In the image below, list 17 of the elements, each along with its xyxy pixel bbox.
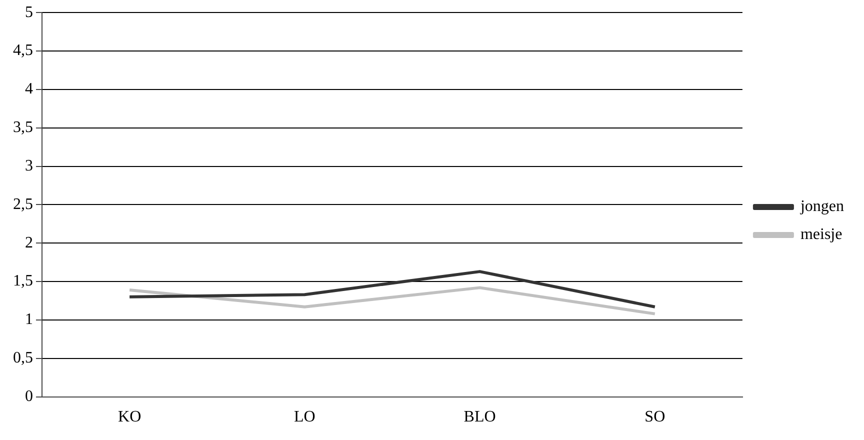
legend-label: jongen <box>799 198 844 216</box>
y-tick-label: 4 <box>25 80 33 98</box>
y-tick-label: 5 <box>25 4 33 21</box>
y-tick-label: 2 <box>25 234 33 252</box>
x-tick-label: BLO <box>464 408 496 426</box>
y-tick-label: 4,5 <box>13 42 33 60</box>
x-tick-label: SO <box>644 408 666 426</box>
x-tick-label: KO <box>118 408 142 426</box>
y-tick-label: 0 <box>25 388 33 406</box>
y-tick-label: 3 <box>25 157 33 174</box>
y-tick-label: 1 <box>25 311 33 328</box>
y-tick-label: 2,5 <box>13 196 33 213</box>
legend-label: meisje <box>800 226 842 244</box>
x-tick-label: LO <box>294 408 316 426</box>
y-tick-label: 3,5 <box>13 119 33 136</box>
y-tick-label: 1,5 <box>13 272 33 290</box>
y-tick-label: 0,5 <box>13 350 33 367</box>
